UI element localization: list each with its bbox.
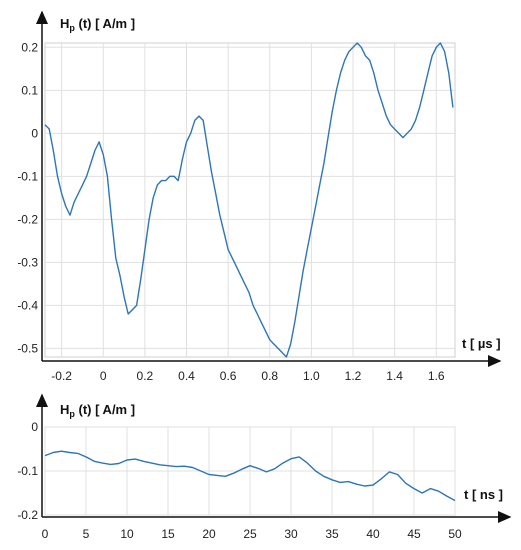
- x-tick-label: 0.4: [178, 369, 195, 383]
- x-axis-label: t [ µs ]: [462, 336, 501, 351]
- x-tick-label: 1.0: [303, 369, 320, 383]
- x-tick-label: 5: [83, 527, 90, 541]
- x-tick-label: 0: [100, 369, 107, 383]
- plot-frame: [44, 42, 456, 358]
- y-tick-label: -0.4: [17, 298, 38, 312]
- x-tick-label: 0.2: [137, 369, 154, 383]
- x-tick-label: 30: [284, 527, 298, 541]
- x-axis-label: t [ ns ]: [464, 487, 503, 502]
- x-tick-label: 50: [448, 527, 462, 541]
- chart-bottom: Hp (t) [ A/m ] t [ ns ] 0 5 10 15 20 25 30 35 40…: [17, 393, 512, 541]
- x-tick-label: 0.8: [261, 369, 278, 383]
- y-tick-label: 0.2: [21, 40, 38, 54]
- series-line: [44, 42, 454, 358]
- chart-top: Hp (t) [ A/m ] t [ µs ] -0.2 0 0.2 0.4 0.6 0.…: [17, 10, 502, 383]
- y-tick-label: -0.2: [17, 212, 38, 226]
- x-tick-label: 35: [325, 527, 339, 541]
- x-tick-label: 40: [366, 527, 380, 541]
- x-tick-label: 1.2: [345, 369, 362, 383]
- x-tick-label: 10: [120, 527, 134, 541]
- x-tick-label: 20: [202, 527, 216, 541]
- x-tick-label: 0: [42, 527, 49, 541]
- y-axis-label: Hp (t) [ A/m ]: [60, 402, 135, 419]
- y-axis-label: Hp (t) [ A/m ]: [60, 16, 135, 33]
- y-tick-label: -0.3: [17, 255, 38, 269]
- y-tick-label: 0: [31, 126, 38, 140]
- y-tick-label: -0.5: [17, 341, 38, 355]
- y-tick-label: -0.1: [17, 464, 38, 478]
- y-tick-label: -0.1: [17, 169, 38, 183]
- x-tick-label: 25: [243, 527, 257, 541]
- x-tick-label: 0.6: [220, 369, 237, 383]
- x-tick-label: 45: [407, 527, 421, 541]
- x-tick-label: 1.6: [428, 369, 445, 383]
- y-tick-label: 0.1: [21, 83, 38, 97]
- series-line: [44, 450, 456, 502]
- x-tick-label: 15: [161, 527, 175, 541]
- x-tick-label: -0.2: [51, 369, 72, 383]
- y-tick-label: 0: [31, 420, 38, 434]
- y-tick-label: -0.2: [17, 508, 38, 522]
- x-tick-label: 1.4: [386, 369, 403, 383]
